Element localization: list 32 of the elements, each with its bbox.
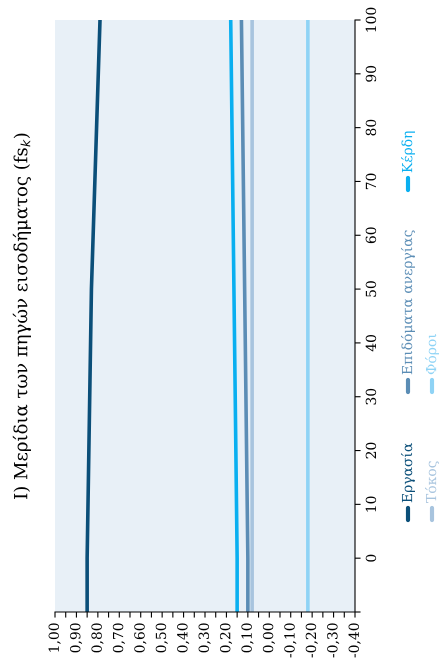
- x-tick-label: -0,40: [348, 623, 361, 658]
- x-tick-label: 0,00: [262, 623, 276, 652]
- y-tick-label: 50: [366, 281, 376, 297]
- x-tick-label: 0,80: [91, 623, 104, 652]
- x-tick-label: 0,30: [198, 623, 211, 652]
- y-tick-label: 60: [366, 227, 376, 244]
- x-tick-label: -0,30: [327, 623, 340, 658]
- y-tick-label: 40: [366, 334, 376, 352]
- x-tick-label: 0,90: [70, 623, 82, 652]
- x-tick-label: 0,10: [241, 623, 254, 652]
- text: Εργασία: [400, 443, 415, 502]
- y-tick-label: 20: [366, 442, 376, 458]
- text: Τόκος: [425, 461, 439, 503]
- x-tick-label: 0,50: [156, 623, 168, 652]
- text: Ι) Μερίδια των πηγών εισοδήματος (fs$_{k}$): [12, 134, 32, 499]
- x-tick-label: 0,70: [112, 623, 126, 652]
- x-tick-label: -0,10: [284, 623, 296, 658]
- text: Φόροι: [425, 334, 439, 374]
- x-tick-label: -0,20: [306, 623, 318, 658]
- y-tick-label: 30: [366, 388, 376, 405]
- x-tick-label: 1,00: [48, 623, 61, 652]
- y-tick-label: 90: [366, 66, 376, 82]
- x-tick-label: 0,20: [220, 623, 232, 652]
- x-tick-label: 0,40: [177, 623, 190, 652]
- x-tick-label: 0,60: [134, 623, 146, 652]
- y-tick-label: 0: [366, 554, 376, 562]
- text: Κέρδη: [401, 131, 415, 172]
- text: Επιδόματα ανεργίας: [400, 230, 415, 374]
- y-tick-label: 80: [366, 120, 376, 136]
- y-tick-label: 100: [366, 8, 376, 32]
- y-tick-label: 70: [366, 174, 376, 190]
- y-tick-label: 10: [366, 496, 376, 512]
